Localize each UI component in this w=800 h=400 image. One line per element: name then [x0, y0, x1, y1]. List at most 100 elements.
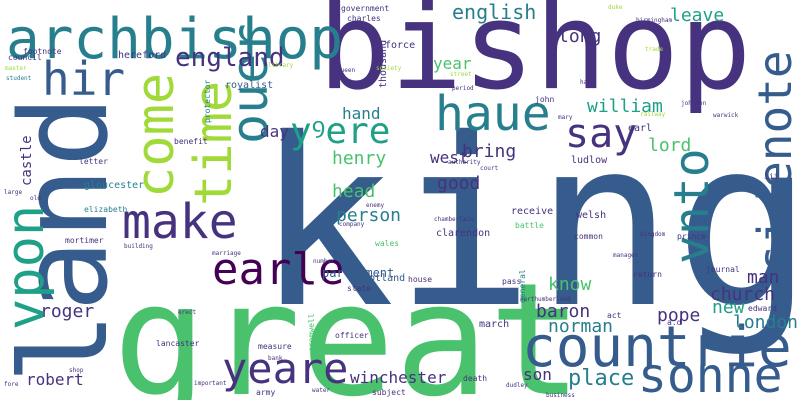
- cloud-word-building: building: [124, 243, 153, 250]
- cloud-word-common: common: [574, 232, 603, 241]
- cloud-word-hand: hand: [342, 104, 381, 123]
- cloud-word-henry: henry: [332, 148, 387, 169]
- cloud-word-journal: journal: [706, 265, 740, 274]
- cloud-word-death: death: [463, 374, 488, 383]
- cloud-word-half: half: [580, 79, 595, 86]
- cloud-word-marriage: marriage: [212, 250, 241, 257]
- cloud-word-son: son: [523, 365, 552, 384]
- cloud-word-pass: pass: [502, 277, 522, 286]
- cloud-word-state: state: [347, 284, 372, 293]
- cloud-word-good: good: [437, 173, 481, 194]
- cloud-word-benefit: benefit: [174, 137, 208, 146]
- cloud-word-know: know: [548, 274, 592, 295]
- cloud-word-baron: baron: [536, 301, 591, 322]
- cloud-word-chamberlain: chamberlain: [434, 216, 474, 223]
- cloud-word-king: king: [255, 89, 800, 359]
- cloud-word-bishop: bishop: [318, 0, 752, 117]
- cloud-word-english: english: [452, 0, 537, 24]
- cloud-word-court: court: [480, 165, 499, 172]
- cloud-word-edward: edward: [748, 304, 777, 313]
- cloud-word-mortimer: mortimer: [65, 236, 104, 245]
- cloud-word-norman: norman: [548, 316, 614, 337]
- cloud-word-fore: fore: [4, 381, 19, 388]
- cloud-word-water: water: [312, 387, 331, 394]
- cloud-word-shop: shop: [69, 367, 84, 374]
- cloud-word-leave: leave: [670, 5, 725, 26]
- cloud-word-welsh: welsh: [576, 210, 607, 221]
- cloud-word-subject: subject: [372, 388, 406, 397]
- cloud-word-place: place: [568, 366, 635, 391]
- cloud-word-railway: railway: [640, 111, 666, 118]
- cloud-word-northumberland: northumberland: [520, 296, 571, 303]
- cloud-word-protector: protector: [203, 79, 212, 123]
- cloud-word-lord: lord: [648, 135, 692, 156]
- cloud-word-johnson: johnson: [681, 100, 707, 107]
- cloud-word-head: head: [332, 181, 376, 202]
- cloud-word-measure: measure: [258, 342, 292, 351]
- cloud-word-sidenote: sidenote: [748, 50, 800, 272]
- cloud-word-erect: erect: [178, 309, 197, 316]
- cloud-word-queen: queen: [337, 67, 356, 74]
- cloud-word-important: important: [194, 380, 227, 387]
- cloud-word-duke: duke: [608, 4, 623, 11]
- cloud-word-parliament: parliament: [322, 266, 395, 280]
- cloud-word-government: government: [341, 4, 390, 13]
- cloud-word-hereford: hereford: [118, 50, 167, 61]
- cloud-word-man: man: [747, 267, 780, 288]
- cloud-word-warwick: warwick: [713, 112, 739, 119]
- cloud-word-london: london: [733, 312, 799, 333]
- cloud-word-lancaster: lancaster: [156, 339, 200, 348]
- cloud-word-manager: manager: [613, 252, 639, 259]
- cloud-word-royalist: royalist: [225, 80, 274, 91]
- cloud-word-bank: bank: [268, 355, 283, 362]
- cloud-word-iii: iii: [764, 172, 779, 181]
- cloud-word-earle: earle: [212, 244, 345, 295]
- cloud-word-large: large: [4, 189, 23, 196]
- cloud-word-period: period: [452, 85, 474, 92]
- cloud-word-y-ere: yꝰere: [290, 111, 391, 152]
- cloud-word-receive: receive: [511, 206, 554, 217]
- cloud-word-pope: pope: [657, 305, 701, 326]
- cloud-word-scotland: scotland: [357, 273, 406, 284]
- cloud-word-letter: letter: [79, 157, 108, 166]
- cloud-word-roger: roger: [40, 301, 95, 322]
- cloud-word-birmingham: birmingham: [636, 17, 673, 24]
- cloud-word-hir: hir: [42, 52, 126, 106]
- cloud-word-enemy: enemy: [366, 202, 385, 209]
- cloud-word-officer: officer: [335, 331, 369, 340]
- cloud-word-master: master: [5, 65, 27, 72]
- cloud-word-society: society: [376, 65, 402, 72]
- cloud-word-yeare: yeare: [222, 344, 349, 393]
- cloud-word-elizabeth: elizabeth: [84, 205, 128, 214]
- cloud-word-england: england: [175, 43, 285, 73]
- cloud-word-countrie: countrie: [522, 315, 792, 380]
- cloud-word-person: person: [336, 205, 402, 226]
- cloud-word-john: john: [535, 95, 555, 104]
- cloud-word-bring: bring: [462, 141, 517, 162]
- cloud-word-march: march: [479, 319, 510, 330]
- cloud-word-company: company: [339, 221, 365, 228]
- cloud-word-robert: robert: [26, 370, 84, 389]
- cloud-word-vnto: vnto: [664, 148, 720, 264]
- cloud-word-church: church: [710, 284, 776, 305]
- cloud-word-ludlow: ludlow: [571, 155, 608, 166]
- cloud-word-authority: authority: [448, 159, 481, 166]
- cloud-word-say: say: [565, 111, 638, 157]
- cloud-word-year: year: [433, 54, 472, 73]
- cloud-word-act: act: [607, 311, 622, 320]
- cloud-word-gloucester: gloucester: [84, 180, 145, 191]
- cloud-word-business: business: [546, 392, 575, 399]
- cloud-word-castle: castle: [19, 135, 35, 186]
- cloud-word-charles: charles: [347, 14, 381, 23]
- cloud-word-william: william: [587, 96, 663, 117]
- cloud-word-new: new: [712, 297, 745, 318]
- cloud-word-earl: earl: [628, 123, 653, 134]
- cloud-word-footnote: footnote: [23, 47, 62, 56]
- cloud-word-number: number: [313, 258, 335, 265]
- cloud-word-great: great: [113, 249, 583, 400]
- cloud-word-wales: wales: [375, 239, 400, 248]
- cloud-word-battle: battle: [515, 221, 544, 230]
- cloud-word-archbishop: archbishop: [6, 7, 344, 72]
- cloud-word-return: return: [633, 270, 662, 279]
